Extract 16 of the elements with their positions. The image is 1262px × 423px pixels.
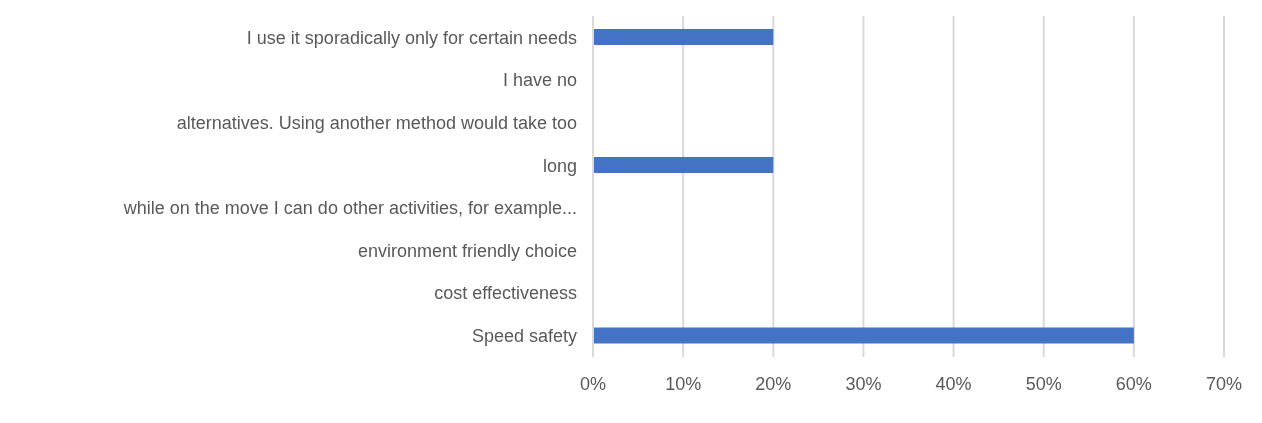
y-tick-label: long xyxy=(542,155,577,176)
x-tick-label: 0% xyxy=(579,373,607,394)
x-tick-label: 20% xyxy=(755,373,792,394)
x-tick-label: 10% xyxy=(665,373,702,394)
x-tick-label: 70% xyxy=(1205,373,1243,394)
x-tick-label: 30% xyxy=(845,373,882,394)
y-tick-label: while on the move I can do other activities, for example... xyxy=(122,198,577,219)
y-tick-label: environment friendly choice xyxy=(357,240,577,261)
y-tick-label: cost effectiveness xyxy=(434,283,577,304)
x-tick-label: 40% xyxy=(935,373,972,394)
y-tick-label: I use it sporadically only for certain needs xyxy=(246,27,577,48)
x-tick-label: 50% xyxy=(1025,373,1062,394)
x-tick-label: 60% xyxy=(1115,373,1152,394)
y-tick-label: Speed safety xyxy=(471,326,577,347)
y-tick-label: alternatives. Using another method would take too xyxy=(176,112,577,133)
y-tick-label: I have no xyxy=(502,70,577,91)
